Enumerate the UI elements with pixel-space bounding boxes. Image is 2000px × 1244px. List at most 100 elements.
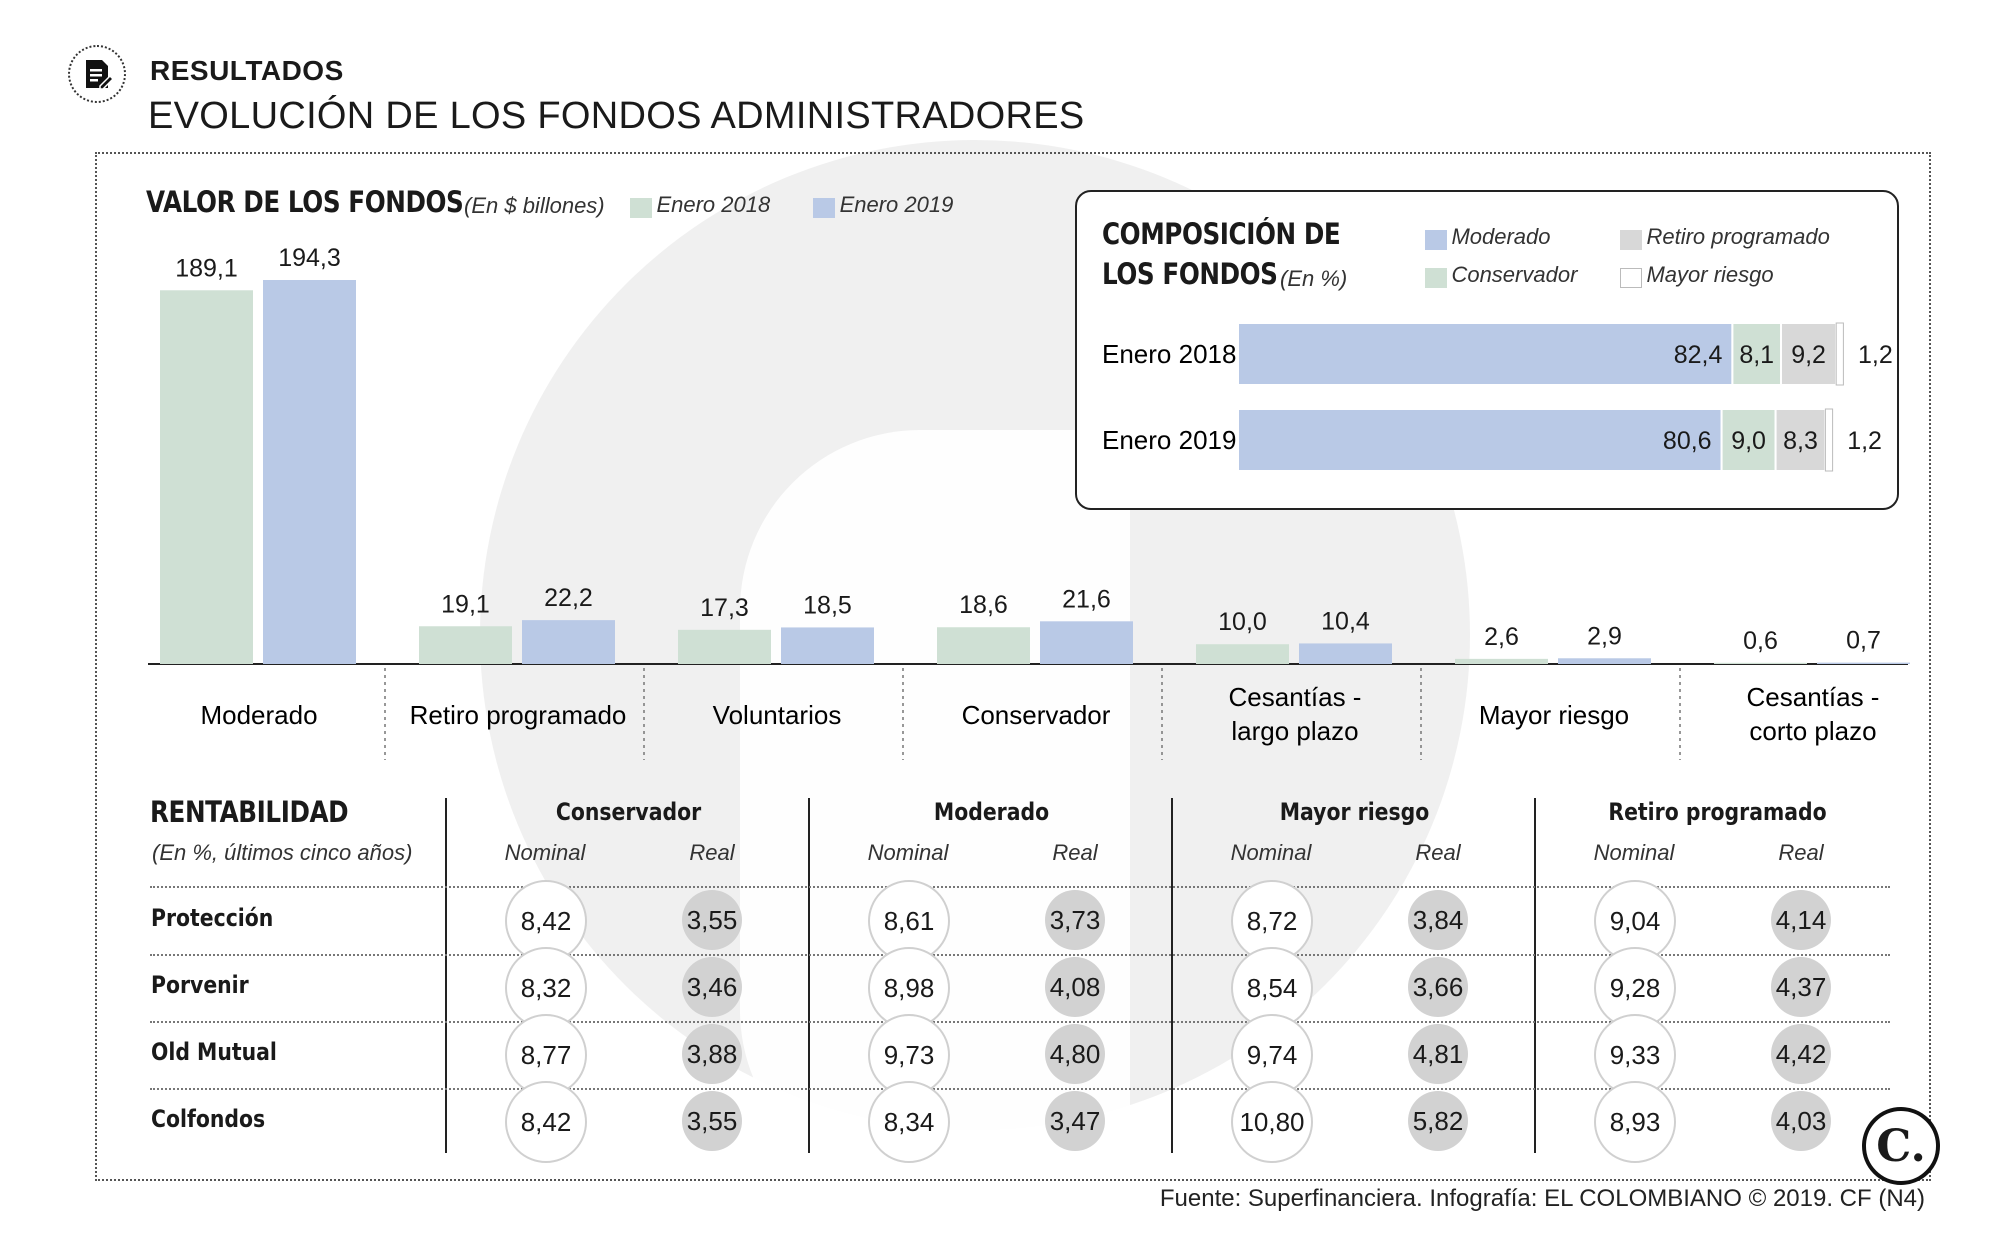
subheader-real-mayor-riesgo: Real	[1415, 840, 1461, 865]
data-label-cesantias-largo-plazo-enero-2018: 10,0	[1218, 608, 1267, 636]
bar-chart-header: VALOR DE LOS FONDOS	[146, 185, 519, 219]
composition-value-enero-2018-mayor-riesgo: 1,2	[1858, 341, 1893, 369]
bar-chart-title: VALOR DE LOS FONDOS	[146, 185, 464, 219]
composition-legend-conservador: Conservador	[1425, 262, 1577, 288]
bar-retiro-programado-enero-2018	[419, 626, 512, 664]
header-label: RESULTADOS	[150, 55, 344, 86]
data-label-conservador-enero-2019: 21,6	[1062, 585, 1111, 613]
legend-swatch-mayor-riesgo	[1620, 267, 1642, 288]
bar-moderado-enero-2018	[160, 290, 253, 664]
subheader-real-conservador: Real	[689, 840, 735, 865]
document-edit-icon	[68, 45, 126, 103]
rentabilidad-title-wrap: RENTABILIDAD	[150, 795, 383, 829]
cell-real-proteccion-moderado: 3,73	[1045, 890, 1105, 950]
composition-segment-enero-2019-mayor-riesgo	[1824, 408, 1834, 472]
subheader-real-moderado: Real	[1052, 840, 1098, 865]
cell-real-colfondos-retiro-programado: 4,03	[1771, 1091, 1831, 1151]
bar-cesantias-corto-plazo-enero-2019	[1817, 662, 1910, 664]
data-label-moderado-enero-2019: 194,3	[278, 244, 341, 272]
subheader-nominal-retiro-programado: Nominal	[1593, 840, 1675, 865]
cell-real-colfondos-moderado: 3,47	[1045, 1091, 1105, 1151]
legend-swatch-conservador	[1425, 267, 1447, 288]
bar-conservador-enero-2018	[937, 627, 1030, 664]
data-label-mayor-riesgo-enero-2018: 2,6	[1484, 623, 1519, 651]
composition-value-enero-2019-moderado: 80,6	[1663, 427, 1712, 455]
category-label-cesantias-largo-plazo-line1: Cesantías -	[1229, 682, 1362, 712]
composition-row-label-enero-2018: Enero 2018	[1102, 339, 1236, 369]
row-divider	[150, 1088, 1890, 1090]
category-label-voluntarios: Voluntarios	[713, 700, 842, 730]
category-label-mayor-riesgo: Mayor riesgo	[1479, 700, 1629, 730]
data-label-conservador-enero-2018: 18,6	[959, 591, 1008, 619]
rentabilidad-subtitle: (En %, últimos cinco años)	[152, 840, 413, 865]
bar-voluntarios-enero-2018	[678, 629, 771, 664]
bar-cesantias-largo-plazo-enero-2018	[1196, 644, 1289, 664]
cell-real-old-mutual-moderado: 4,80	[1045, 1024, 1105, 1084]
legend-swatch-2019	[813, 197, 836, 218]
bar-chart-legend: Enero 2018 Enero 2019	[630, 192, 953, 218]
cell-real-porvenir-conservador: 3,46	[682, 957, 742, 1017]
bar-mayor-riesgo-enero-2018	[1455, 658, 1548, 664]
cell-nominal-colfondos-retiro-programado: 8,93	[1594, 1081, 1676, 1163]
composition-unit: (En %)	[1280, 266, 1348, 291]
subheader-real-retiro-programado: Real	[1778, 840, 1824, 865]
cell-real-porvenir-mayor-riesgo: 3,66	[1408, 957, 1468, 1017]
cell-real-proteccion-retiro-programado: 4,14	[1771, 890, 1831, 950]
row-label-porvenir: Porvenir	[151, 971, 249, 999]
legend-swatch-moderado	[1425, 229, 1447, 250]
source-footer: Fuente: Superfinanciera. Infografía: EL …	[1159, 1185, 1925, 1212]
group-divider	[808, 798, 810, 1153]
bar-moderado-enero-2019	[263, 280, 356, 664]
bar-cesantias-corto-plazo-enero-2018	[1714, 662, 1807, 664]
cell-nominal-porvenir-retiro-programado: 9,28	[1594, 947, 1676, 1029]
data-label-cesantias-largo-plazo-enero-2019: 10,4	[1321, 607, 1370, 635]
composition-title: COMPOSICIÓN DE LOS FONDOS	[1102, 214, 1382, 300]
row-label-colfondos: Colfondos	[151, 1105, 266, 1133]
composition-segment-enero-2019-conservador	[1720, 408, 1777, 472]
cell-real-colfondos-conservador: 3,55	[682, 1091, 742, 1151]
composition-value-enero-2019-retiro-programado: 8,3	[1783, 427, 1818, 455]
cell-real-proteccion-conservador: 3,55	[682, 890, 742, 950]
composition-segment-enero-2019-moderado	[1237, 408, 1723, 472]
legend-swatch-retiro	[1620, 229, 1642, 250]
data-label-voluntarios-enero-2019: 18,5	[803, 591, 852, 619]
composition-segment-enero-2019-retiro-programado	[1774, 408, 1827, 472]
data-label-voluntarios-enero-2018: 17,3	[700, 594, 749, 622]
composition-value-enero-2018-moderado: 82,4	[1674, 341, 1723, 369]
bar-mayor-riesgo-enero-2019	[1558, 658, 1651, 664]
bar-conservador-enero-2019	[1040, 621, 1133, 664]
category-label-cesantias-corto-plazo-line2: corto plazo	[1749, 716, 1876, 746]
cell-real-old-mutual-retiro-programado: 4,42	[1771, 1024, 1831, 1084]
legend-label-mayor-riesgo: Mayor riesgo	[1646, 262, 1774, 287]
cell-nominal-colfondos-conservador: 8,42	[505, 1081, 587, 1163]
category-label-conservador: Conservador	[962, 700, 1111, 730]
row-divider	[150, 1021, 1890, 1023]
composition-value-enero-2018-retiro-programado: 9,2	[1791, 341, 1826, 369]
cell-nominal-colfondos-moderado: 8,34	[868, 1081, 950, 1163]
row-divider	[150, 954, 1890, 956]
data-label-retiro-programado-enero-2019: 22,2	[544, 584, 593, 612]
rentabilidad-title: RENTABILIDAD	[150, 795, 349, 829]
composition-value-enero-2018-conservador: 8,1	[1739, 341, 1774, 369]
data-label-mayor-riesgo-enero-2019: 2,9	[1587, 622, 1622, 650]
bar-cesantias-largo-plazo-enero-2019	[1299, 643, 1392, 664]
data-label-cesantias-corto-plazo-enero-2019: 0,7	[1846, 627, 1881, 655]
composition-stacked-chart: Enero 2018 82,4 8,1 9,2 1,2 Enero 2019 80,6 9,0…	[1102, 322, 1893, 472]
subheader-nominal-conservador: Nominal	[504, 840, 586, 865]
cell-nominal-colfondos-mayor-riesgo: 10,80	[1231, 1081, 1313, 1163]
composition-segment-enero-2018-moderado	[1237, 322, 1734, 386]
category-label-moderado: Moderado	[200, 700, 317, 730]
bar-retiro-programado-enero-2019	[522, 620, 615, 664]
group-divider	[445, 798, 447, 1153]
cell-real-proteccion-mayor-riesgo: 3,84	[1408, 890, 1468, 950]
data-label-cesantias-corto-plazo-enero-2018: 0,6	[1743, 627, 1778, 655]
content-frame	[95, 152, 1931, 1181]
cell-real-old-mutual-conservador: 3,88	[682, 1024, 742, 1084]
el-colombiano-logo: C.	[1862, 1107, 1940, 1185]
legend-label-2019: Enero 2019	[839, 192, 954, 217]
fund-value-bar-chart: 189,1 194,3 Moderado 19,1 22,2 Retiro program…	[148, 244, 1910, 760]
cell-real-porvenir-retiro-programado: 4,37	[1771, 957, 1831, 1017]
composition-title-line2: LOS FONDOS	[1102, 257, 1278, 291]
row-label-old-mutual: Old Mutual	[151, 1038, 277, 1066]
cell-real-old-mutual-mayor-riesgo: 4,81	[1408, 1024, 1468, 1084]
